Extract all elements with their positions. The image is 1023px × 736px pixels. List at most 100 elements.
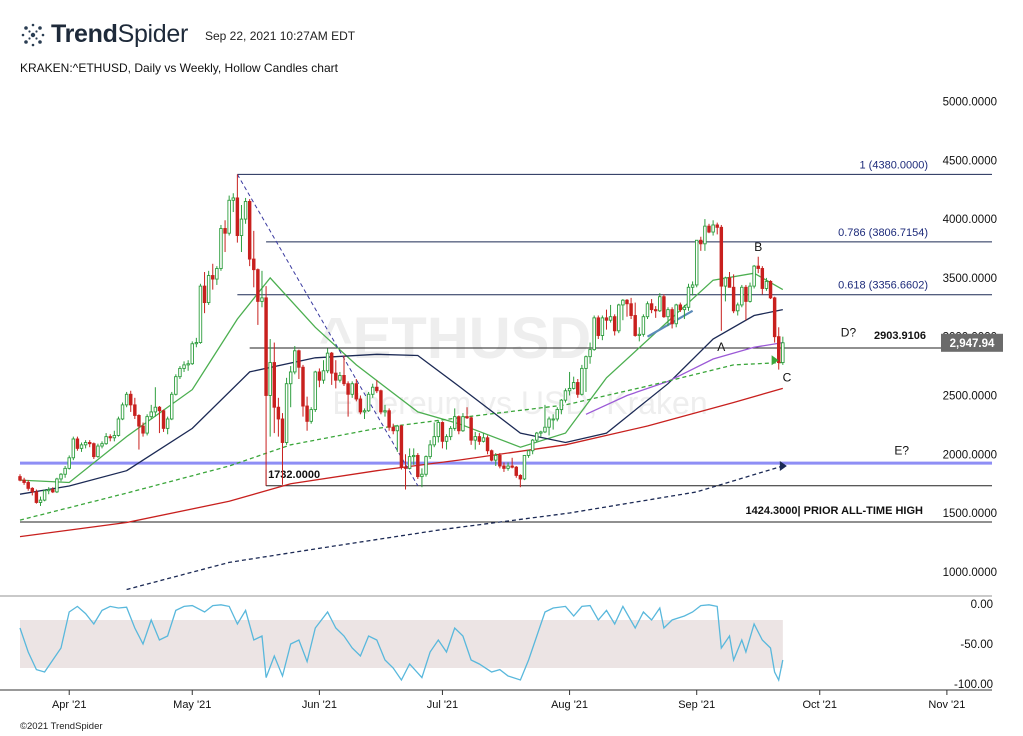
candle [625,299,629,317]
candle [580,364,584,396]
projection-arrow [779,461,787,472]
date-tick-label: Jul '21 [427,699,458,711]
candle-body [383,410,387,413]
candle-body [30,487,35,493]
candle [612,314,617,336]
candle [440,421,445,449]
candle-body [79,444,84,449]
candle [182,361,186,372]
date-tick-label: Jun '21 [302,699,337,711]
candle [174,374,178,396]
candle [26,480,30,491]
candle-body [559,399,564,411]
candle [694,239,699,288]
price-tick-label: 5000.0000 [943,97,997,109]
candle-body [59,473,63,480]
candle [596,315,600,340]
date-tick-label: Nov '21 [928,699,965,711]
projection-arrow [771,355,779,366]
candle-body [510,465,514,468]
candle [215,266,219,285]
candle [629,297,633,320]
candle [448,426,453,441]
candle-body [617,304,621,332]
candle [461,413,465,432]
candle-body [354,383,359,400]
candle [498,453,502,469]
candle-body [612,316,617,332]
candle [268,339,272,437]
candle-body [736,304,740,312]
candle-body [645,303,650,318]
candle [46,487,51,495]
candle [539,430,543,437]
candle [153,387,158,417]
moving-average-line [19,308,783,495]
candle-body [227,199,231,234]
candle-body [231,197,235,201]
candle [658,293,662,312]
candle-body [51,489,55,493]
candle-body [297,350,301,368]
candle-body [711,224,715,233]
candle-body [580,367,584,395]
candle-body [760,268,765,289]
candle [63,466,67,478]
candle [366,391,371,412]
candle [42,489,47,502]
candle-body [547,418,551,428]
candle [760,266,765,295]
candle [592,315,596,351]
candle [321,360,326,384]
date-tick-label: Sep '21 [678,699,715,711]
candle [186,360,190,371]
candle [325,348,330,374]
candle-body [576,382,580,395]
rsi-tick-label: -100.00 [954,679,993,691]
candle [329,351,334,385]
candle [711,220,715,236]
candle-body [625,299,629,305]
candle [567,371,572,396]
candle [535,431,539,443]
candle-body [567,387,572,392]
candle [518,474,523,488]
candle-body [329,352,334,374]
candle [444,434,449,450]
candle-body [34,491,39,503]
date-tick-label: Apr '21 [52,699,87,711]
candle [502,462,506,472]
candle [514,466,518,478]
candle-body [756,265,760,269]
candle-body [239,218,244,237]
candle [559,398,564,415]
candle-body [719,226,724,287]
candle-body [75,438,80,449]
candle-body [666,309,670,318]
candle-body [670,309,674,325]
candle-body [301,366,305,407]
candle-body [149,411,153,418]
candle-body [690,284,695,288]
candle [235,174,240,243]
candle-body [293,350,297,373]
candle-body [477,436,482,442]
candle-body [260,297,264,302]
candle [309,407,313,424]
candle [428,440,432,459]
candle-body [399,425,404,468]
candle [67,455,71,470]
candle-body [194,342,199,345]
candle [276,397,281,437]
candle [781,336,785,365]
candle-body [604,317,609,321]
candle-body [658,296,662,312]
candle-body [727,277,732,288]
candle [453,408,457,431]
candle [600,315,605,341]
candle-body [514,466,518,476]
candle-body [67,457,71,469]
candle [116,416,121,437]
candle [129,390,133,412]
